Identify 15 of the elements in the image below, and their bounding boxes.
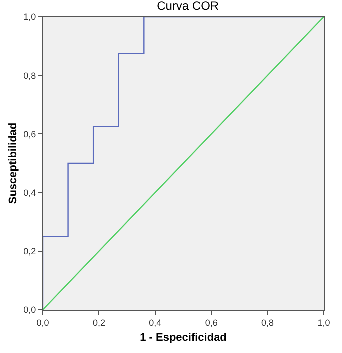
y-tick-label: 0,0 [24, 305, 36, 316]
x-tick-label: 1,0 [318, 318, 330, 328]
x-tick-label: 0,2 [92, 318, 106, 328]
y-tick-label: 0,6 [24, 129, 36, 140]
y-axis-title: Susceptibilidad [7, 122, 20, 204]
y-tick-label: 0,8 [24, 70, 36, 81]
y-tick-label: 0,2 [24, 246, 36, 257]
x-tick-label: 0,8 [262, 318, 274, 328]
chart-title: Curva COR [157, 0, 220, 14]
x-tick-label: 0,4 [149, 318, 162, 328]
y-tick-label: 0,4 [24, 188, 36, 198]
x-tick-label: 0,6 [205, 318, 218, 328]
y-tick-label: 1,0 [24, 12, 36, 22]
x-tick-label: 0,0 [36, 318, 50, 328]
x-axis-title: 1 - Especificidad [140, 332, 227, 344]
